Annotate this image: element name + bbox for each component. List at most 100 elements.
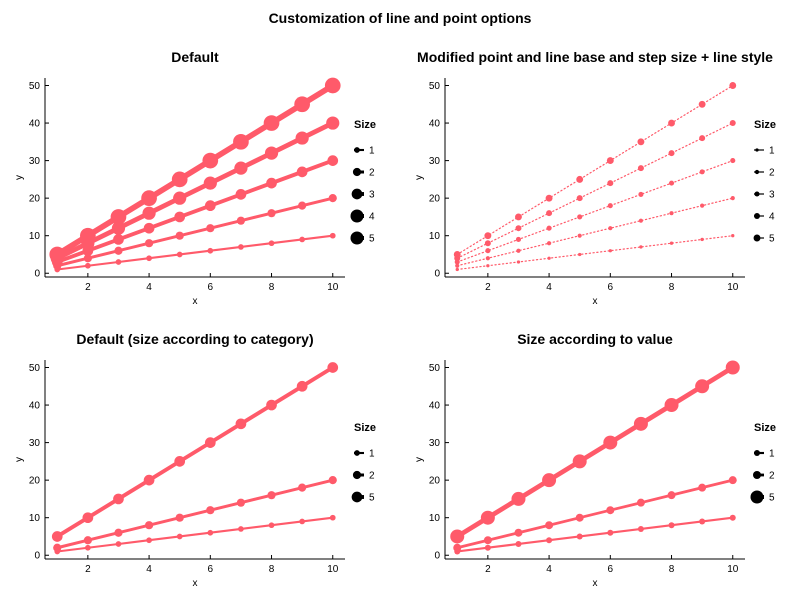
legend-marker	[755, 148, 759, 152]
y-tick-label: 20	[429, 194, 441, 205]
panel-bottom-right: Size according to value 2 4 6 8 10 0 10 20 30 40 50…	[414, 331, 776, 589]
x-tick-label: 10	[727, 564, 739, 575]
data-point	[142, 206, 156, 220]
data-point	[667, 491, 676, 500]
data-point	[264, 146, 279, 160]
data-point	[547, 256, 551, 260]
data-point	[576, 195, 583, 202]
series-line-size-1	[56, 234, 334, 271]
data-point	[298, 201, 307, 210]
data-point	[233, 133, 249, 150]
series-line-size-3	[55, 365, 335, 539]
data-point	[607, 529, 614, 536]
data-point	[173, 191, 187, 205]
x-tick-label: 10	[327, 282, 339, 293]
legend-label: 2	[769, 471, 775, 482]
legend-marker	[351, 491, 363, 503]
data-point	[85, 544, 91, 551]
data-point	[485, 248, 491, 254]
data-point	[515, 540, 522, 547]
y-tick-label: 0	[434, 269, 440, 280]
x-tick-label: 2	[485, 282, 491, 293]
data-point	[207, 247, 214, 254]
panel-top-left: Default 2 4 6 8 10 0 10 20 30 40 50 x y Size 1 2 3 4 5	[14, 49, 376, 307]
data-point	[729, 82, 737, 89]
data-point	[206, 224, 215, 233]
legend-marker	[354, 147, 360, 153]
data-point	[455, 263, 460, 268]
data-point	[542, 473, 557, 488]
data-point	[637, 165, 644, 172]
data-point	[82, 512, 94, 524]
y-tick-label: 40	[429, 401, 441, 412]
series-line-size-2	[55, 478, 335, 550]
panel-title: Modified point and line base and step si…	[417, 49, 773, 65]
y-tick-label: 0	[434, 551, 440, 562]
data-point	[638, 191, 644, 197]
data-point	[266, 177, 277, 189]
data-point	[637, 525, 644, 532]
data-point	[639, 245, 643, 249]
data-point	[730, 196, 735, 201]
legend-title: Size	[754, 422, 776, 434]
data-point	[608, 249, 612, 253]
data-point	[83, 254, 92, 263]
data-point	[668, 180, 675, 186]
series-line-size-4	[456, 122, 734, 259]
figure-title: Customization of line and point options	[269, 10, 532, 26]
y-tick-label: 10	[29, 231, 41, 242]
data-point	[545, 194, 553, 202]
data-point	[668, 150, 675, 157]
legend-marker	[350, 231, 364, 245]
data-point	[729, 120, 736, 127]
legend-label: 3	[769, 190, 775, 201]
data-point	[669, 211, 674, 216]
data-point	[174, 456, 186, 467]
x-tick-label: 8	[669, 282, 675, 293]
data-point	[114, 246, 123, 255]
legend-marker	[753, 234, 761, 242]
data-point	[144, 239, 154, 248]
x-axis-label: x	[593, 578, 598, 589]
legend-marker	[350, 209, 364, 223]
legend-label: 5	[369, 493, 375, 504]
y-tick-label: 50	[29, 363, 41, 374]
data-point	[143, 222, 155, 234]
data-point	[294, 96, 310, 113]
legend-title: Size	[754, 119, 776, 131]
legend-label: 1	[369, 146, 375, 157]
y-tick-label: 40	[429, 119, 441, 130]
data-point	[329, 232, 336, 239]
legend-marker	[754, 169, 760, 175]
data-point	[664, 398, 679, 413]
data-point	[49, 246, 66, 263]
series-line-size-5	[54, 82, 336, 258]
data-point	[144, 521, 154, 530]
data-point	[545, 521, 554, 530]
data-point	[731, 234, 735, 238]
data-point	[113, 234, 124, 245]
data-point	[546, 210, 553, 217]
data-point	[299, 236, 305, 243]
data-point	[146, 255, 152, 262]
series-line-size-1	[56, 516, 334, 553]
y-tick-label: 50	[429, 363, 441, 374]
x-tick-label: 6	[608, 564, 614, 575]
data-point	[515, 213, 522, 221]
y-tick-label: 50	[29, 81, 41, 92]
data-point	[668, 119, 675, 127]
data-point	[637, 138, 645, 146]
data-point	[115, 259, 122, 265]
x-axis-label: x	[193, 578, 198, 589]
data-point	[175, 231, 184, 240]
data-point	[728, 476, 737, 485]
data-point	[607, 180, 614, 187]
data-point	[576, 533, 583, 540]
series-line-size-3	[456, 160, 734, 263]
x-tick-label: 10	[327, 564, 339, 575]
data-point	[698, 100, 706, 108]
y-axis-label: y	[14, 457, 25, 462]
data-point	[699, 169, 705, 175]
y-tick-label: 20	[29, 194, 41, 205]
legend-marker	[351, 188, 363, 200]
